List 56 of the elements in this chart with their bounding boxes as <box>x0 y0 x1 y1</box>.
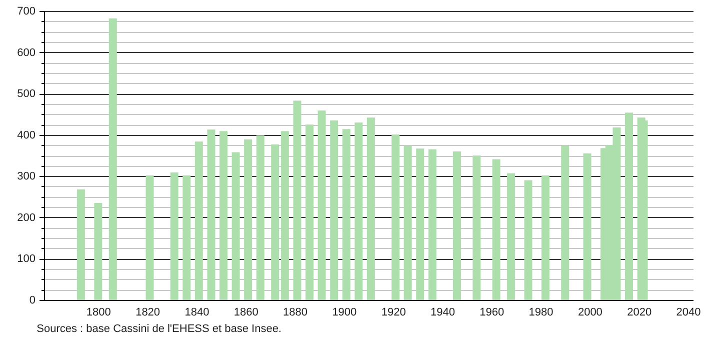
bar <box>182 175 191 300</box>
x-tick-label: 1940 <box>430 306 455 318</box>
x-tick-label: 1920 <box>381 306 406 318</box>
y-tick-label: 100 <box>17 253 36 266</box>
bar <box>271 144 280 300</box>
bar <box>306 124 314 300</box>
x-tick-label: 1880 <box>283 306 308 318</box>
x-tick-label: 1860 <box>234 306 258 318</box>
bar <box>366 118 375 300</box>
bar <box>625 112 634 300</box>
bar <box>472 156 481 300</box>
x-tick-label: 1800 <box>86 306 111 318</box>
bar <box>293 100 302 300</box>
source-note: Sources : base Cassini de l'EHESS et base Insee. <box>36 323 282 335</box>
bar <box>146 175 154 300</box>
bar <box>404 146 412 300</box>
x-tick-label: 2000 <box>578 306 602 318</box>
x-tick-label: 1900 <box>332 306 357 318</box>
bar <box>94 202 102 300</box>
bar <box>507 173 516 300</box>
y-tick-label: 700 <box>17 6 36 18</box>
bar <box>416 148 424 300</box>
y-tick-label: 0 <box>29 294 36 306</box>
bar <box>583 153 592 300</box>
bar <box>108 18 117 300</box>
bar <box>76 189 85 300</box>
x-tick-label: 2040 <box>676 306 701 318</box>
bar <box>452 151 461 300</box>
bar <box>170 172 178 300</box>
bar <box>280 131 289 300</box>
bar <box>318 110 326 300</box>
bar <box>232 152 240 300</box>
bar <box>256 135 264 300</box>
y-tick-label: 200 <box>17 212 36 224</box>
bar <box>392 134 400 300</box>
bar <box>492 159 500 300</box>
bar <box>207 129 216 300</box>
bar <box>524 180 532 300</box>
bar <box>428 149 436 300</box>
y-tick-label: 600 <box>17 46 36 59</box>
bar <box>354 122 363 300</box>
bar <box>194 141 203 300</box>
y-tick-label: 500 <box>17 88 36 100</box>
bar <box>342 129 350 300</box>
y-tick-label: 300 <box>17 170 36 183</box>
bar <box>330 120 338 300</box>
x-tick-label: 1960 <box>480 306 504 318</box>
y-tick-label: 400 <box>17 129 36 142</box>
bar <box>244 139 252 300</box>
x-tick-label: 1840 <box>184 306 210 318</box>
x-tick-label: 2020 <box>627 306 652 318</box>
bar <box>219 131 228 300</box>
x-tick-label: 1820 <box>136 306 160 318</box>
bar <box>561 146 570 300</box>
bar <box>541 175 550 300</box>
x-tick-label: 1980 <box>528 306 554 318</box>
